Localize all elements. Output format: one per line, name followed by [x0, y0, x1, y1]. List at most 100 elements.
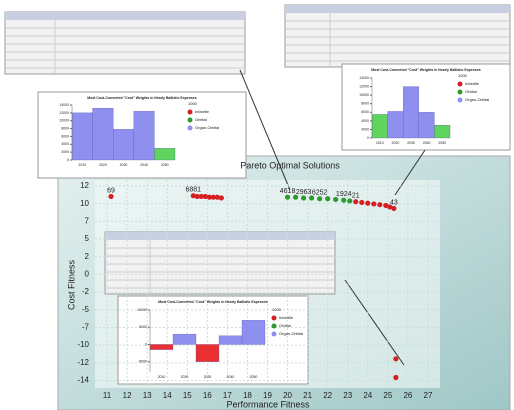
point	[377, 202, 383, 208]
y-tick-label: -2	[82, 287, 90, 296]
bar	[403, 86, 419, 139]
y-tick-label: 7	[85, 216, 90, 225]
x-tick-label: 24	[363, 391, 372, 400]
y-tick-label: 0	[67, 158, 69, 162]
point	[309, 195, 315, 201]
point	[353, 199, 359, 205]
x-tick-label: 18	[243, 391, 252, 400]
point	[108, 193, 114, 200]
bar	[133, 111, 155, 161]
x-tick-label: 2030	[120, 163, 128, 167]
point-label: 1924	[336, 191, 352, 198]
arrows	[239, 69, 426, 366]
x-tick-label: 15	[183, 391, 192, 400]
point	[301, 195, 307, 201]
y-tick-label: 10000	[59, 119, 69, 123]
x-axis-label: Performance Fitness	[226, 399, 310, 409]
point	[347, 198, 353, 204]
legend-swatch	[271, 323, 277, 329]
y-tick-label: 5000	[139, 325, 147, 329]
legend-swatch	[187, 125, 193, 131]
x-tick-label: 11	[103, 391, 112, 400]
y-tick-label: 2000	[361, 127, 369, 131]
y-tick-label: 2	[85, 252, 90, 261]
chart-title: Pareto Optimal Solutions	[240, 160, 340, 170]
point	[284, 194, 291, 200]
legend-label: Organ-Orbital	[465, 97, 489, 102]
point	[198, 193, 204, 200]
bar	[71, 112, 93, 161]
y-tick-label: 0	[85, 270, 90, 279]
bar	[434, 124, 451, 139]
y-tick-label: -14	[77, 376, 89, 385]
point	[202, 193, 208, 200]
x-tick-label: 13	[143, 391, 152, 400]
x-tick-label: 2030	[407, 141, 415, 145]
y-tick-label: 14000	[59, 103, 69, 107]
y-tick-label: -7	[82, 323, 90, 332]
y-tick-label: 8000	[61, 126, 69, 130]
point-label: 4618	[280, 188, 296, 195]
y-tick-label: -12	[77, 358, 89, 367]
bar	[154, 148, 176, 161]
x-tick-label: 17	[223, 391, 232, 400]
point-label: 21	[352, 193, 360, 200]
x-tick-label: 2040	[227, 375, 235, 379]
y-tick-label: 10	[80, 199, 89, 208]
inset-3	[104, 231, 336, 385]
point	[393, 374, 399, 381]
y-tick-label: 2000	[61, 150, 69, 154]
bar	[149, 344, 174, 350]
legend-swatch	[457, 97, 463, 103]
y-tick-label: 0	[145, 342, 147, 346]
point	[206, 194, 212, 200]
x-tick-label: 23	[343, 391, 352, 400]
mini-chart-title: Most Cost-Converted "Cost" Weights in Ne…	[158, 300, 267, 304]
y-tick-label: 4000	[61, 142, 69, 146]
point	[218, 195, 224, 201]
bar	[241, 320, 266, 345]
bar	[371, 114, 388, 139]
point	[365, 200, 371, 206]
mini-chart-title: Most Cost-Converted "Cost" Weights in Ne…	[87, 96, 196, 100]
mini-chart-title: Most Cost-Converted "Cost" Weights in Ne…	[371, 68, 480, 72]
point	[194, 193, 200, 200]
x-tick-label: 2010	[78, 163, 86, 167]
legend-label: Orbital	[465, 89, 477, 94]
y-tick-label: 4000	[361, 119, 369, 123]
point	[387, 204, 393, 210]
y-tick-label: -10	[77, 340, 89, 349]
legend-label: Organ-Orbital	[195, 125, 219, 130]
x-tick-label: 2040	[140, 163, 148, 167]
point	[190, 193, 196, 199]
x-tick-label: 26	[403, 391, 412, 400]
legend-swatch	[271, 315, 277, 321]
legend-swatch	[271, 331, 277, 337]
legend-swatch	[187, 117, 193, 123]
point	[210, 194, 216, 200]
legend-title: 1000	[272, 307, 282, 312]
y-tick-label: 14000	[359, 76, 369, 80]
legend-title: 1000	[458, 73, 468, 78]
x-tick-label: 21	[303, 391, 312, 400]
x-tick-label: 2050	[438, 141, 446, 145]
y-tick-label: 8000	[361, 102, 369, 106]
legend-label: Organ-Orbital	[279, 331, 303, 336]
x-tick-label: 16	[203, 391, 212, 400]
x-tick-label: 2020	[99, 163, 107, 167]
x-tick-label: 2020	[181, 375, 189, 379]
legend-label: Infantile	[279, 315, 294, 320]
point-label: 6252	[312, 190, 328, 197]
legend-label: Infantile	[465, 81, 480, 86]
point	[383, 202, 389, 209]
point	[333, 196, 339, 203]
point	[292, 194, 299, 200]
legend-label: Orbital	[279, 323, 291, 328]
x-tick-label: 27	[424, 391, 433, 400]
x-tick-label: 22	[323, 391, 332, 400]
point	[317, 196, 323, 202]
y-tick-label: -5	[82, 305, 90, 314]
x-tick-label: 2050	[161, 163, 169, 167]
x-tick-label: 25	[383, 391, 392, 400]
